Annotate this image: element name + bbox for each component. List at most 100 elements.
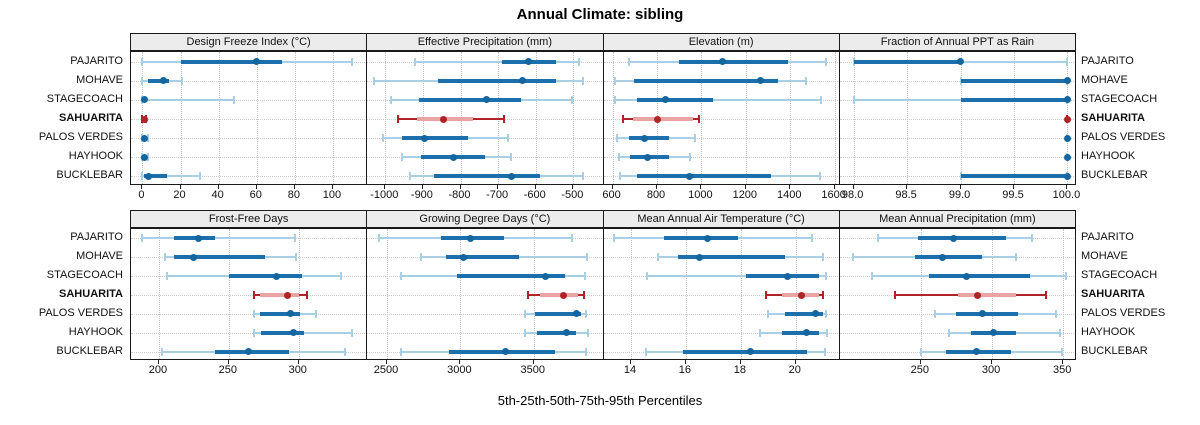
whisker-5-95 [614, 98, 822, 101]
gridline-vertical [630, 229, 632, 359]
gridline-horizontal [839, 119, 1075, 120]
whisker-cap-5th [877, 234, 880, 243]
whisker-cap-5th [419, 253, 422, 262]
panel-plot [366, 228, 604, 360]
gridline-vertical [332, 52, 334, 184]
whisker-cap-95th [343, 347, 346, 356]
iqr-band-25-75 [915, 255, 983, 260]
iqr-band-25-75 [853, 59, 961, 64]
whisker-cap-5th [894, 291, 897, 299]
axis-tick-label: 20 [173, 189, 186, 201]
iqr-band-25-75 [402, 136, 469, 141]
gridline-vertical [790, 52, 792, 184]
median-dot [641, 134, 649, 142]
site-label-left-mohave: MOHAVE [76, 250, 123, 263]
panel-plot [838, 228, 1076, 360]
whisker-cap-95th [804, 76, 807, 85]
gridline-vertical [294, 52, 296, 184]
gridline-vertical [256, 52, 258, 184]
whisker-cap-95th [825, 272, 827, 281]
median-dot [284, 291, 292, 299]
median-dot [643, 153, 651, 161]
iqr-band-25-75 [445, 255, 520, 260]
axis-tick [629, 360, 631, 364]
gridline-vertical [385, 52, 387, 184]
median-dot [483, 96, 491, 104]
site-label-left-stagecoach: STAGECOACH [46, 92, 123, 105]
axis-tick-label: 600 [602, 189, 621, 201]
whisker-cap-95th [587, 328, 590, 337]
panel-title: Frost-Free Days [208, 213, 289, 225]
gridline-horizontal [131, 176, 367, 178]
panel-header: Fraction of Annual PPT as Rain [838, 33, 1076, 51]
gridline-horizontal [603, 332, 839, 334]
axis-tick [656, 185, 657, 189]
gridline-vertical [960, 52, 962, 184]
whisker-cap-5th [852, 95, 855, 104]
axis-tick [959, 185, 961, 189]
whisker-cap-95th [181, 76, 184, 85]
whisker-cap-95th [293, 234, 296, 243]
axis-tick [739, 360, 741, 364]
whisker-cap-5th [389, 95, 392, 104]
whisker-cap-95th [1065, 272, 1068, 281]
median-dot [289, 329, 297, 337]
axis-tick-label: 2500 [373, 364, 399, 376]
whisker-5-95 [647, 275, 826, 278]
whisker-cap-95th [825, 309, 827, 318]
median-dot [957, 58, 965, 66]
axis-tick [293, 185, 295, 189]
median-dot [950, 234, 958, 242]
whisker-cap-95th [506, 134, 509, 143]
median-dot [653, 115, 661, 123]
axis-tick-label: 3000 [447, 364, 472, 376]
whisker-cap-5th [526, 291, 529, 299]
whisker-5-95 [142, 175, 200, 178]
whisker-cap-95th [585, 253, 588, 262]
axis-tick-label: 1000 [688, 189, 713, 201]
whisker-5-95 [853, 98, 1068, 101]
whisker-cap-95th [1030, 234, 1033, 243]
panel-plot [602, 228, 840, 360]
iqr-band-25-75 [663, 236, 739, 241]
median-dot [572, 310, 580, 318]
axis-tick-label: 60 [249, 189, 262, 201]
whisker-cap-5th [414, 57, 417, 66]
whisker-cap-95th [581, 76, 584, 85]
whisker-cap-95th [314, 309, 317, 318]
panel-title: Mean Annual Precipitation (mm) [879, 213, 1036, 225]
gridline-vertical [218, 52, 220, 184]
site-label-right-mohave: MOHAVE [1081, 250, 1128, 263]
whisker-cap-95th [198, 172, 201, 181]
site-label-right-pajarito: PAJARITO [1081, 54, 1134, 67]
whisker-cap-5th [377, 234, 380, 243]
gridline-horizontal [367, 332, 603, 334]
gridline-horizontal [367, 313, 603, 315]
whisker-cap-5th [613, 95, 616, 104]
gridline-horizontal [367, 295, 603, 296]
axis-tick-label: 99.5 [1002, 189, 1024, 201]
iqr-band-25-75 [784, 311, 824, 316]
median-dot [746, 348, 754, 356]
median-dot [797, 291, 805, 299]
site-label-right-palos-verdes: PALOS VERDES [1081, 131, 1166, 144]
median-dot [541, 272, 549, 280]
iqr-band-25-75 [929, 274, 1031, 279]
whisker-cap-95th [584, 309, 587, 318]
whisker-cap-95th [698, 115, 701, 123]
axis-tick [459, 360, 461, 364]
gridline-vertical [1063, 229, 1065, 359]
gridline-horizontal [603, 138, 839, 140]
site-label-left-pajarito: PAJARITO [70, 54, 123, 67]
panel-header: Elevation (m) [602, 33, 840, 51]
axis-tick-label: 100 [322, 189, 342, 201]
iqr-band-25-75 [259, 293, 299, 297]
axis-tick [255, 185, 257, 189]
whisker-cap-5th [408, 172, 411, 181]
site-label-left-mohave: MOHAVE [76, 73, 123, 86]
whisker-cap-95th [510, 153, 513, 162]
gridline-horizontal [839, 80, 1075, 82]
whisker-cap-5th [767, 309, 770, 318]
whisker-cap-5th [919, 347, 922, 356]
axis-tick-label: 300 [981, 364, 1001, 376]
